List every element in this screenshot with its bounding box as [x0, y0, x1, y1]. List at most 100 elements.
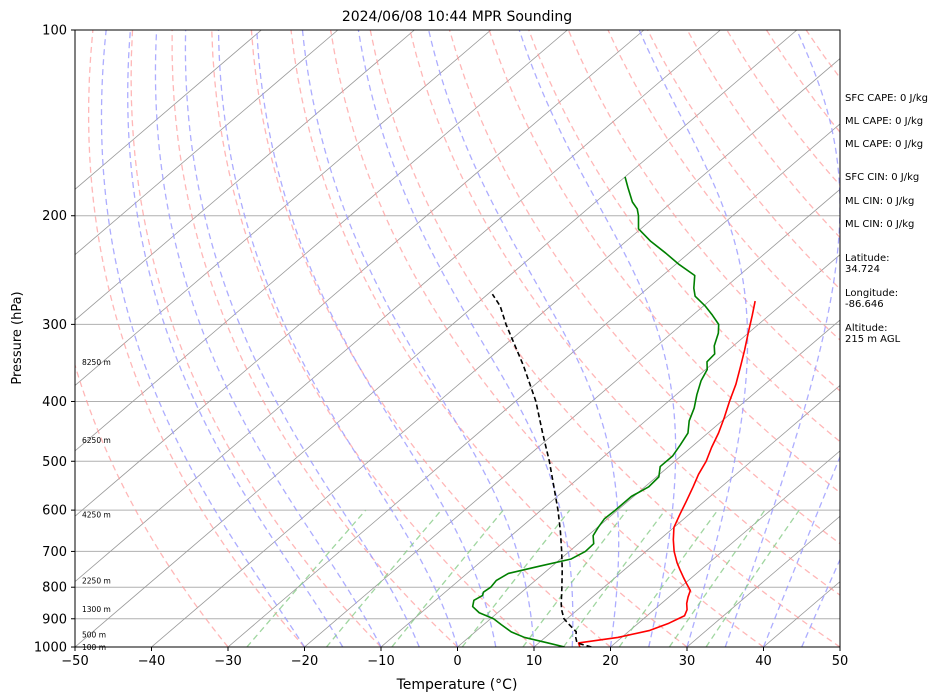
ml-cape-text-1: ML CAPE: 0 J/kg [845, 116, 924, 127]
moist-adiabat-line [762, 455, 840, 647]
dry-adiabat-line [925, 30, 947, 647]
y-tick-label: 900 [42, 612, 67, 627]
y-axis-label: Pressure (hPa) [10, 291, 25, 384]
y-tick-label: 600 [42, 504, 67, 519]
moist-adiabat-line [100, 30, 306, 647]
axes: 100 m 500 m 1300 m 2250 m 4250 m 6250 m 8250 m… [34, 24, 848, 670]
moist-adiabat-line [357, 30, 574, 647]
y-tick-label: 400 [42, 395, 67, 410]
dry-adiabat-line [528, 30, 840, 443]
moist-adiabat-line [256, 30, 497, 647]
isotherm-line [227, 123, 840, 647]
parcel-profile [491, 293, 592, 647]
isotherm-line [75, 30, 415, 321]
dewpoint-profile [471, 176, 720, 647]
x-tick-label: 10 [526, 654, 543, 669]
isotherm-line [457, 319, 840, 647]
reference-lines [75, 30, 947, 647]
mixing-ratio-line [705, 509, 800, 647]
y-tick-label: 1000 [34, 641, 67, 656]
profile-lines [471, 176, 756, 647]
mixing-ratio-line [325, 509, 442, 647]
dry-adiabat-line [607, 30, 840, 341]
isotherm-line [75, 30, 262, 190]
x-axis-label: Temperature (°C) [396, 677, 518, 693]
isotherm-line [304, 188, 840, 647]
dry-adiabat-line [647, 30, 840, 290]
latitude-label: Latitude: [845, 253, 890, 264]
mixing-ratio-line [246, 509, 367, 647]
height-label: 4250 m [82, 511, 111, 520]
isotherm-line [686, 515, 840, 647]
y-tick-label: 700 [42, 545, 67, 560]
moist-adiabat-line [154, 30, 382, 647]
temperature-profile [577, 300, 756, 647]
moist-adiabat-line [301, 30, 535, 647]
dry-adiabat-line [87, 30, 305, 647]
isotherm-line [75, 30, 721, 583]
x-tick-label: 50 [832, 654, 849, 669]
x-tick-label: 20 [602, 654, 619, 669]
y-tick-label: 300 [42, 318, 67, 333]
height-label: 8250 m [82, 358, 111, 367]
height-label: 500 m [82, 631, 106, 640]
isotherm-line [75, 30, 645, 517]
x-tick-label: 0 [453, 654, 461, 669]
x-tick-label: −10 [367, 654, 394, 669]
mixing-ratio-line [391, 509, 504, 647]
dry-adiabat-line [409, 30, 840, 596]
dry-adiabat-line [369, 30, 840, 647]
ml-cape-text-2: ML CAPE: 0 J/kg [845, 139, 924, 150]
x-tick-label: −20 [291, 654, 318, 669]
y-tick-label: 800 [42, 581, 67, 596]
moist-adiabat-line [428, 30, 620, 647]
dry-adiabat-line [130, 30, 382, 647]
height-label: 1300 m [82, 605, 111, 614]
isotherm-line [75, 30, 568, 452]
moist-adiabat-line [217, 30, 459, 647]
dry-adiabat-line [211, 30, 535, 647]
altitude-value: 215 m AGL [845, 334, 901, 345]
isotherm-line [380, 254, 840, 647]
mixing-ratio-line [668, 509, 766, 647]
dry-adiabat-line [329, 30, 764, 647]
y-tick-label: 100 [42, 24, 67, 39]
mixing-ratio-line [562, 509, 666, 647]
isotherm-line [75, 30, 339, 256]
latitude-value: 34.724 [845, 264, 880, 275]
x-tick-label: 40 [755, 654, 772, 669]
dry-adiabat-line [567, 30, 840, 392]
y-tick-label: 200 [42, 209, 67, 224]
height-label: 2250 m [82, 576, 111, 585]
isotherm-line [533, 384, 840, 647]
x-tick-label: −50 [61, 654, 88, 669]
longitude-label: Longitude: [845, 288, 899, 299]
isotherm-line [75, 30, 492, 386]
sfc-cin-text: SFC CIN: 0 J/kg [845, 172, 920, 183]
ml-cin-text-1: ML CIN: 0 J/kg [845, 196, 915, 207]
sfc-cape-text: SFC CAPE: 0 J/kg [845, 93, 928, 104]
ml-cin-text-2: ML CIN: 0 J/kg [845, 219, 915, 230]
mixing-ratio-line [522, 509, 628, 647]
y-tick-label: 500 [42, 455, 67, 470]
longitude-value: -86.646 [845, 299, 884, 310]
moist-adiabat-line [184, 30, 420, 647]
x-tick-label: −40 [138, 654, 165, 669]
moist-adiabat-line [638, 30, 749, 647]
dry-adiabat-line [171, 30, 458, 647]
altitude-label: Altitude: [845, 323, 888, 334]
height-label: 100 m [82, 643, 106, 652]
dry-adiabat-line [250, 30, 611, 647]
chart-title: 2024/06/08 10:44 MPR Sounding [342, 9, 572, 25]
moist-adiabat-line [127, 30, 344, 647]
height-label: 6250 m [82, 436, 111, 445]
moist-adiabat-line [518, 30, 677, 647]
x-tick-label: −30 [214, 654, 241, 669]
isotherm-line [75, 30, 798, 647]
mixing-ratio-line [618, 509, 719, 647]
dry-adiabat-line [75, 362, 229, 647]
mixing-ratio-line [461, 509, 571, 647]
isotherm-line [610, 450, 840, 647]
